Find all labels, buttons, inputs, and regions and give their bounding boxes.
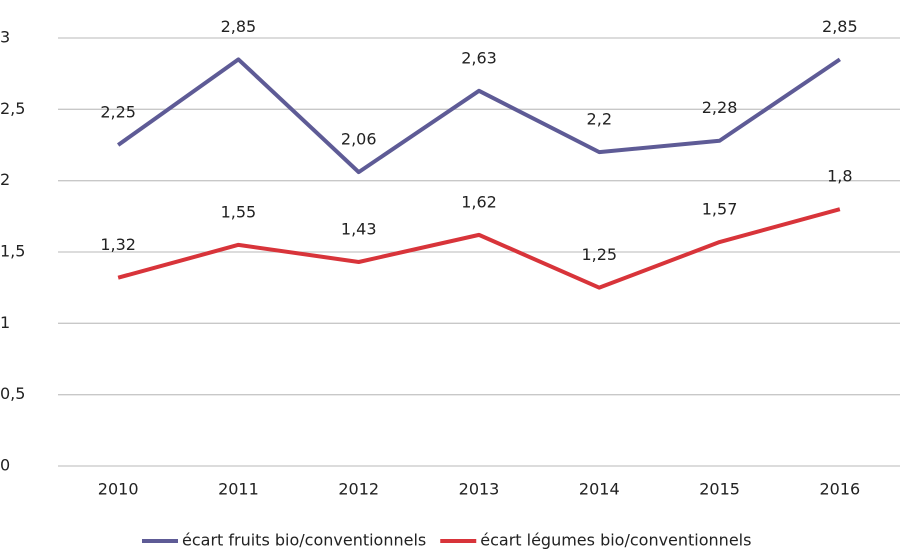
x-tick-label: 2012: [338, 480, 379, 499]
x-tick-label: 2014: [579, 480, 620, 499]
x-tick-label: 2015: [699, 480, 740, 499]
data-label: 2,85: [822, 17, 858, 36]
data-label: 1,57: [702, 200, 738, 219]
x-tick-label: 2013: [459, 480, 500, 499]
y-tick-label: 0,5: [0, 384, 25, 403]
x-tick-label: 2016: [819, 480, 860, 499]
legend-label: écart fruits bio/conventionnels: [182, 531, 426, 550]
y-tick-label: 3: [0, 28, 10, 47]
y-tick-label: 1,5: [0, 242, 25, 261]
data-label: 2,28: [702, 98, 738, 117]
data-label: 1,25: [581, 245, 617, 264]
data-label: 2,25: [100, 103, 136, 122]
series-line: [117, 207, 841, 290]
series-line: [116, 57, 841, 175]
data-label: 2,85: [221, 17, 257, 36]
y-tick-label: 0: [0, 456, 10, 475]
data-label: 2,63: [461, 48, 497, 67]
y-tick-label: 2: [0, 170, 10, 189]
data-label: 1,32: [100, 235, 136, 254]
data-label: 1,55: [221, 202, 257, 221]
data-label: 1,43: [341, 219, 377, 238]
x-tick-label: 2011: [218, 480, 259, 499]
y-tick-label: 1: [0, 313, 10, 332]
legend-label: écart légumes bio/conventionnels: [480, 531, 751, 550]
data-label: 1,8: [827, 167, 852, 186]
data-label: 1,62: [461, 192, 497, 211]
x-tick-label: 2010: [98, 480, 139, 499]
y-tick-label: 2,5: [0, 99, 25, 118]
data-label: 2,2: [587, 110, 612, 129]
data-label: 2,06: [341, 130, 377, 149]
